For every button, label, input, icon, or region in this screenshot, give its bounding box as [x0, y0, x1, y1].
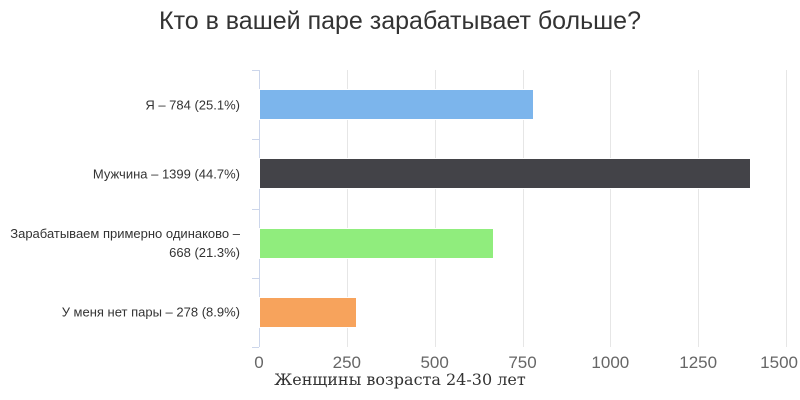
bar-1 — [259, 158, 751, 189]
value-tick-label: 0 — [254, 353, 264, 372]
category-label: Я – 784 (25.1%) — [145, 97, 240, 113]
category-label: У меня нет пары – 278 (8.9%) — [61, 304, 240, 320]
category-tick — [252, 209, 259, 210]
bar-2 — [259, 228, 494, 259]
category-tick — [252, 70, 259, 71]
value-tick-label: 1500 — [760, 353, 798, 372]
gridline — [523, 70, 524, 347]
category-label: Мужчина – 1399 (44.7%) — [92, 166, 240, 182]
gridline — [610, 70, 611, 347]
value-tick-label: 500 — [420, 353, 449, 372]
category-axis-line — [259, 70, 260, 347]
category-label: Зарабатываем примерно одинаково – 668 (2… — [10, 226, 240, 261]
gridline — [698, 70, 699, 347]
bar-3 — [259, 297, 357, 328]
chart-title: Кто в вашей паре зарабатывает больше? — [159, 7, 641, 35]
value-tick-label: 750 — [508, 353, 537, 372]
value-tick-label: 1000 — [591, 353, 630, 372]
gridline — [786, 70, 787, 347]
plot-area — [252, 70, 787, 348]
gridline — [347, 70, 348, 347]
category-tick — [252, 347, 259, 348]
gridline — [435, 70, 436, 347]
value-tick-label: 1250 — [679, 353, 718, 372]
category-tick — [252, 139, 259, 140]
axis-caption: Женщины возраста 24-30 лет — [274, 370, 526, 389]
category-tick — [252, 278, 259, 279]
value-tick-label: 250 — [332, 353, 362, 372]
bar-0 — [259, 89, 534, 120]
